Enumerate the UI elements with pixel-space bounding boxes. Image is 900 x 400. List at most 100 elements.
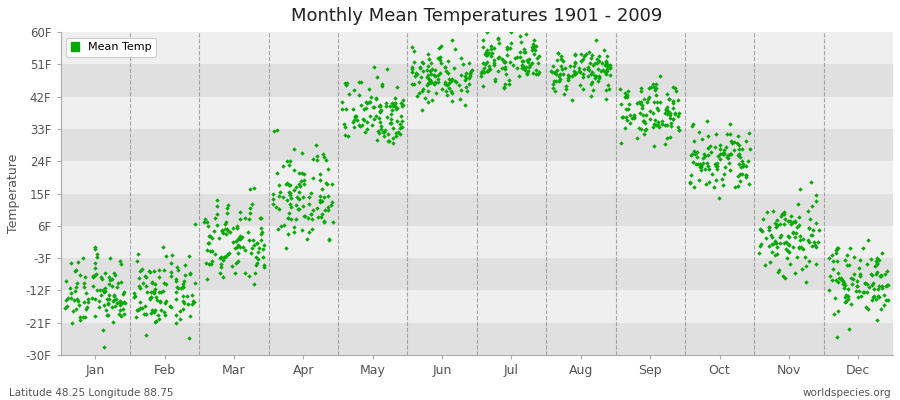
Point <box>287 224 302 230</box>
Point <box>92 304 106 310</box>
Point <box>109 296 123 302</box>
Point <box>102 296 116 302</box>
Point <box>732 151 746 157</box>
Point <box>557 90 572 97</box>
Point <box>90 254 104 260</box>
Point <box>69 280 84 286</box>
Point <box>781 218 796 224</box>
Point <box>405 44 419 50</box>
Point <box>295 226 310 233</box>
Point <box>176 278 191 284</box>
Point <box>693 164 707 170</box>
Point <box>140 311 154 318</box>
Point <box>513 54 527 60</box>
Point <box>789 224 804 230</box>
Point <box>717 150 732 156</box>
Point <box>139 282 153 289</box>
Point <box>107 302 122 309</box>
Point <box>739 174 753 181</box>
Point <box>385 125 400 131</box>
Point <box>842 286 856 292</box>
Point <box>668 110 682 117</box>
Point <box>579 51 593 57</box>
Point <box>518 67 532 74</box>
Point <box>709 163 724 169</box>
Point <box>143 289 157 296</box>
Point <box>867 292 881 299</box>
Point <box>320 166 335 172</box>
Point <box>72 272 86 278</box>
Point <box>544 68 559 75</box>
Point <box>202 233 217 240</box>
Point <box>145 279 159 285</box>
Point <box>517 48 531 55</box>
Point <box>735 170 750 177</box>
Point <box>728 184 742 190</box>
Point <box>256 229 270 235</box>
Point <box>660 91 674 97</box>
Point <box>569 70 583 76</box>
Point <box>783 212 797 219</box>
Point <box>114 278 129 285</box>
Point <box>600 66 615 72</box>
Point <box>837 284 851 291</box>
Point <box>735 160 750 167</box>
Point <box>614 140 628 146</box>
Point <box>498 64 512 70</box>
Point <box>147 268 161 274</box>
Point <box>232 216 247 223</box>
Point <box>164 273 178 279</box>
Point <box>648 92 662 98</box>
Point <box>755 216 770 222</box>
Point <box>858 280 872 286</box>
Point <box>428 72 442 78</box>
Point <box>306 206 320 213</box>
Point <box>837 280 851 286</box>
Point <box>346 124 361 130</box>
Point <box>696 160 710 166</box>
Point <box>254 214 268 221</box>
Point <box>592 74 607 80</box>
Point <box>603 64 617 70</box>
Point <box>386 135 400 142</box>
Point <box>87 246 102 252</box>
Point <box>406 80 420 87</box>
Point <box>202 240 217 246</box>
Point <box>516 63 530 69</box>
Point <box>220 205 235 211</box>
Point <box>567 63 581 70</box>
Point <box>152 299 166 305</box>
Point <box>164 260 178 266</box>
Point <box>148 319 163 326</box>
Point <box>421 72 436 78</box>
Point <box>844 300 859 307</box>
Point <box>809 244 824 250</box>
Point <box>697 151 711 157</box>
Point <box>463 81 477 87</box>
Point <box>521 68 535 74</box>
Point <box>484 46 499 52</box>
Point <box>585 79 599 85</box>
Point <box>773 240 788 247</box>
Point <box>325 218 339 225</box>
Point <box>647 143 662 149</box>
Point <box>619 114 634 120</box>
Point <box>768 238 782 244</box>
Point <box>598 58 613 64</box>
Point <box>711 153 725 159</box>
Point <box>623 111 637 118</box>
Point <box>787 229 801 235</box>
Point <box>113 307 128 314</box>
Title: Monthly Mean Temperatures 1901 - 2009: Monthly Mean Temperatures 1901 - 2009 <box>291 7 662 25</box>
Point <box>869 261 884 268</box>
Point <box>90 287 104 293</box>
Point <box>842 326 856 332</box>
Bar <box>60 226 893 258</box>
Point <box>839 298 853 304</box>
Point <box>727 139 742 146</box>
Point <box>410 93 425 100</box>
Point <box>270 170 284 176</box>
Point <box>847 254 861 260</box>
Point <box>148 281 163 287</box>
Point <box>391 129 405 135</box>
